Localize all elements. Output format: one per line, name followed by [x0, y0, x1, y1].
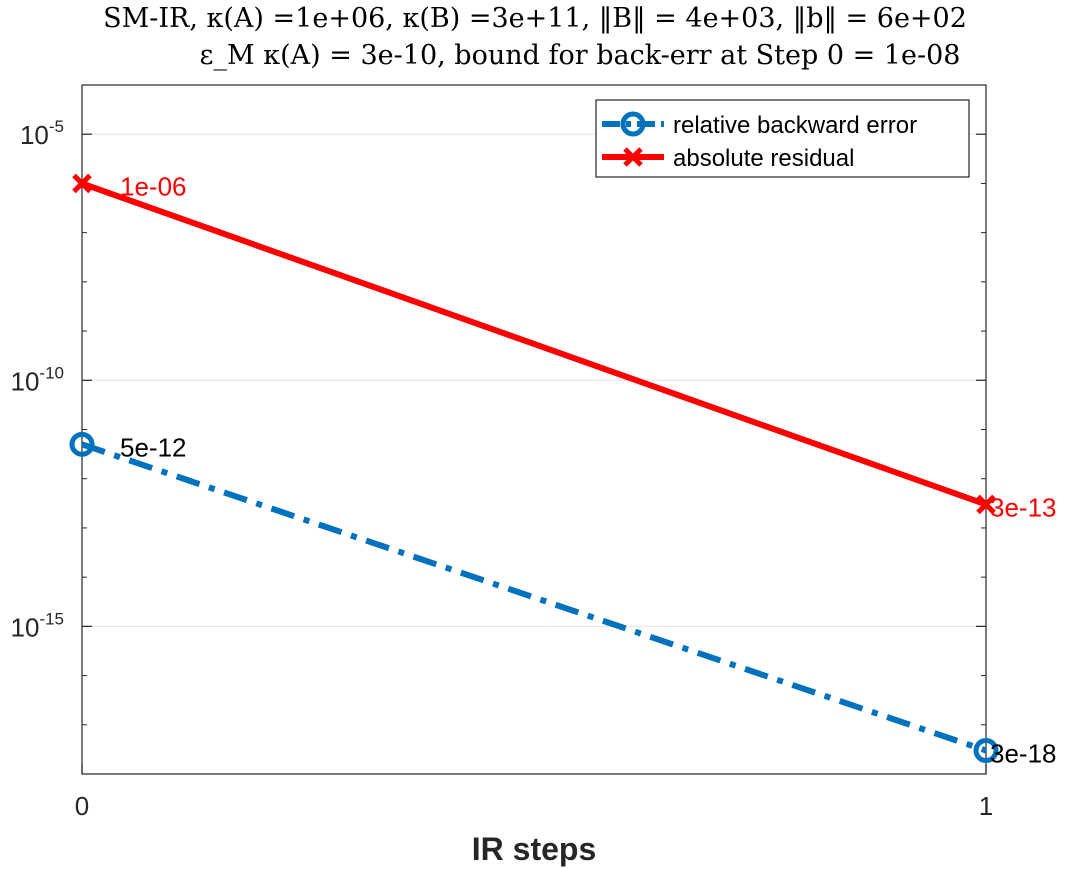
- y-tick-label: 10-5: [20, 117, 64, 150]
- data-label: 3e-18: [990, 739, 1057, 769]
- data-label: 3e-13: [990, 492, 1057, 522]
- grid: [82, 133, 986, 627]
- data-labels: 5e-12 3e-18 1e-06 3e-13: [120, 171, 1057, 768]
- chart-title-line-1: SM-IR, κ(A) =1e+06, κ(B) =3e+11, ‖B‖ = 4…: [103, 3, 967, 34]
- legend-marker: [620, 111, 646, 137]
- legend-label: relative backward error: [673, 112, 917, 139]
- x-tick-label: 1: [979, 791, 993, 821]
- legend-label: absolute residual: [673, 145, 854, 172]
- series-2-marker: [976, 494, 996, 515]
- legend-entry: absolute residual: [602, 145, 854, 172]
- marker-stroke: [72, 173, 92, 194]
- marker-stroke: [623, 147, 643, 167]
- series-1-marker: [69, 431, 95, 457]
- x-axis-title: IR steps: [472, 831, 596, 867]
- series: [69, 173, 999, 764]
- data-label: 1e-06: [120, 171, 187, 201]
- y-tick-label: 10-15: [11, 609, 65, 642]
- legend: relative backward error absolute residual: [595, 99, 970, 178]
- marker-stroke: [976, 494, 996, 515]
- series-1-marker: [973, 738, 999, 764]
- y-axis: 10-5 10-10 10-15: [11, 117, 65, 642]
- chart-title-line-2: ε_M κ(A) = 3e-10, bound for back-err at …: [200, 40, 961, 71]
- series-line-2: [80, 180, 988, 508]
- legend-entry: relative backward error: [602, 111, 917, 139]
- legend-marker: [623, 147, 643, 167]
- data-label: 5e-12: [120, 432, 187, 462]
- series-2-marker: [72, 173, 92, 194]
- legend-box: [595, 99, 970, 178]
- minor-ticks: [82, 84, 986, 775]
- plot-area-border: [81, 84, 987, 775]
- x-tick-label: 0: [75, 791, 89, 821]
- y-tick-label: 10-10: [11, 363, 65, 396]
- series-line-1: [81, 441, 987, 754]
